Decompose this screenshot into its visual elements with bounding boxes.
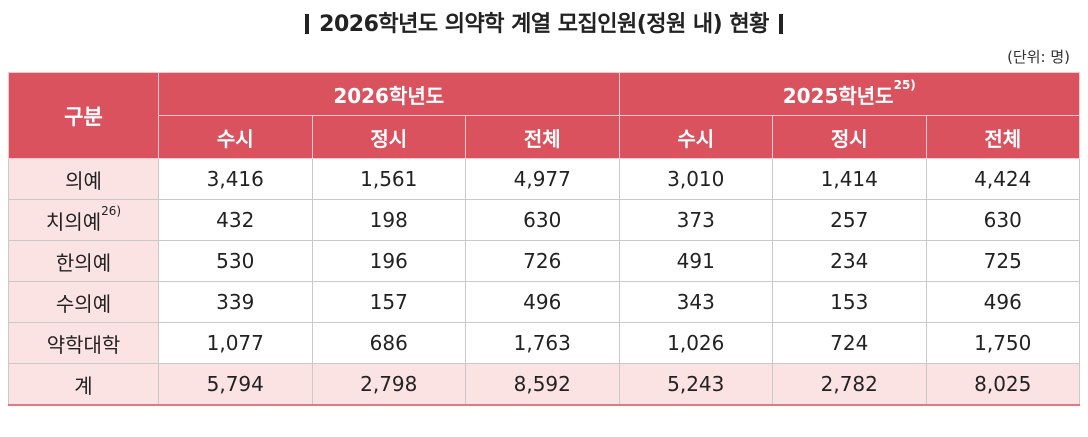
table-cell: 4,977 — [465, 158, 620, 200]
table-cell: 686 — [311, 322, 466, 364]
table-cell: 725 — [925, 240, 1080, 282]
header-category: 구분 — [8, 72, 159, 159]
table-cell: 339 — [158, 281, 313, 323]
table-row: 치의예26) 432 198 630 373 257 630 — [8, 199, 1080, 241]
table-cell: 198 — [311, 199, 466, 241]
table-cell: 373 — [618, 199, 773, 241]
table-cell: 530 — [158, 240, 313, 282]
table-cell: 1,763 — [465, 322, 620, 364]
table-row: 계 5,794 2,798 8,592 5,243 2,782 8,025 — [8, 363, 1080, 406]
table-cell: 724 — [772, 322, 927, 364]
table-cell: 5,243 — [618, 363, 773, 406]
subheader-2025-total: 전체 — [925, 115, 1080, 159]
table-cell: 8,025 — [925, 363, 1080, 406]
table-cell: 3,416 — [158, 158, 313, 200]
table-cell: 1,026 — [618, 322, 773, 364]
subheader-2026-susi: 수시 — [158, 115, 313, 159]
table-cell: 1,414 — [772, 158, 927, 200]
header-group-2026: 2026학년도 — [158, 72, 620, 116]
table-cell: 257 — [772, 199, 927, 241]
table-cell: 196 — [311, 240, 466, 282]
title-bar-right — [778, 14, 783, 34]
table-cell: 157 — [311, 281, 466, 323]
table-cell: 2,782 — [772, 363, 927, 406]
table-row: 한의예 530 196 726 491 234 725 — [8, 240, 1080, 282]
table-cell: 3,010 — [618, 158, 773, 200]
row-label: 한의예 — [8, 240, 159, 282]
page-title: 2026학년도 의약학 계열 모집인원(정원 내) 현황 — [0, 6, 1088, 38]
table-cell: 1,561 — [311, 158, 466, 200]
subheader-2025-jeongsi: 정시 — [772, 115, 927, 159]
table-cell: 491 — [618, 240, 773, 282]
unit-label: (단위: 명) — [1007, 48, 1070, 66]
subheader-2026-jeongsi: 정시 — [311, 115, 466, 159]
row-label: 의예 — [8, 158, 159, 200]
table-cell: 496 — [925, 281, 1080, 323]
table-cell: 343 — [618, 281, 773, 323]
table-row: 의예 3,416 1,561 4,977 3,010 1,414 4,424 — [8, 158, 1080, 200]
table-row: 수의예 339 157 496 343 153 496 — [8, 281, 1080, 323]
table-cell: 2,798 — [311, 363, 466, 406]
header-group-2025: 2025학년도25) — [618, 72, 1080, 116]
table-cell: 234 — [772, 240, 927, 282]
table-cell: 630 — [925, 199, 1080, 241]
table-cell: 8,592 — [465, 363, 620, 406]
subheader-2025-susi: 수시 — [618, 115, 773, 159]
table-cell: 4,424 — [925, 158, 1080, 200]
row-label: 수의예 — [8, 281, 159, 323]
row-label: 치의예26) — [8, 199, 159, 241]
table-cell: 153 — [772, 281, 927, 323]
table-cell: 630 — [465, 199, 620, 241]
table-row: 약학대학 1,077 686 1,763 1,026 724 1,750 — [8, 322, 1080, 364]
table-cell: 726 — [465, 240, 620, 282]
row-label: 계 — [8, 363, 159, 406]
title-text: 2026학년도 의약학 계열 모집인원(정원 내) 현황 — [319, 12, 769, 37]
subheader-2026-total: 전체 — [465, 115, 620, 159]
table-cell: 496 — [465, 281, 620, 323]
row-label: 약학대학 — [8, 322, 159, 364]
title-bar-left — [305, 14, 310, 34]
table-cell: 432 — [158, 199, 313, 241]
table-body: 의예 3,416 1,561 4,977 3,010 1,414 4,424 치의예26) 43… — [8, 158, 1080, 406]
table-cell: 5,794 — [158, 363, 313, 406]
admissions-table: 구분 2026학년도 2025학년도25) 수시 정시 전체 수시 정시 전체 … — [8, 72, 1080, 406]
table-cell: 1,077 — [158, 322, 313, 364]
table-cell: 1,750 — [925, 322, 1080, 364]
